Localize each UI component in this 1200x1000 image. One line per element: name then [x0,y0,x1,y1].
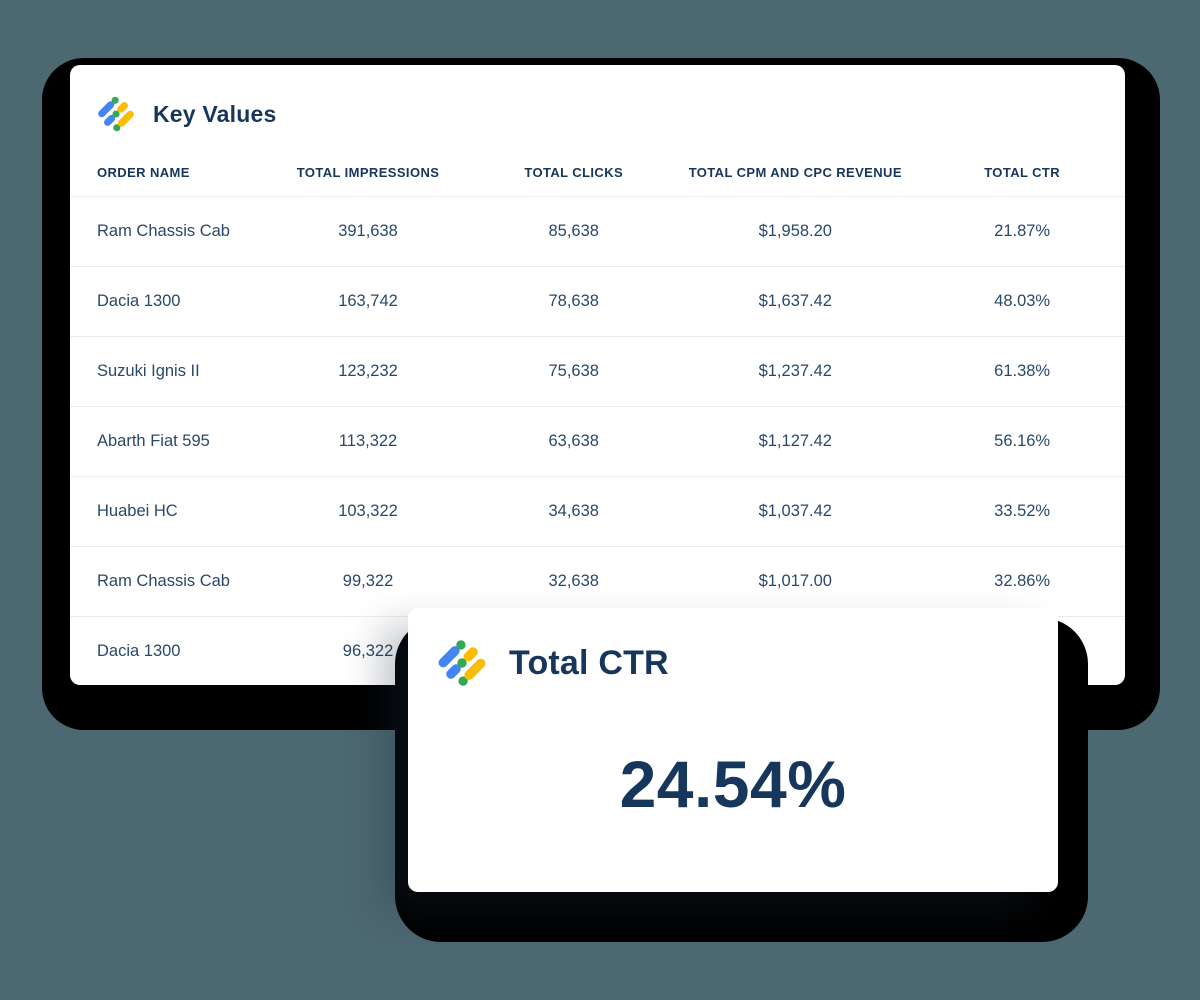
col-header-revenue: TOTAL CPM AND CPC REVENUE [671,150,920,197]
header-row: ORDER NAME TOTAL IMPRESSIONS TOTAL CLICK… [70,150,1125,197]
revenue-cell: $1,017.00 [671,546,920,617]
col-header-impressions: TOTAL IMPRESSIONS [259,150,477,197]
total-ctr-card: Total CTR 24.54% [408,608,1058,892]
ad-manager-logo-icon [98,96,134,132]
order-name-cell: Dacia 1300 [70,616,260,685]
col-header-ctr: TOTAL CTR [919,150,1125,197]
impressions-cell: 99,322 [259,546,477,617]
ctr-cell: 33.52% [919,476,1125,547]
ad-manager-logo-icon [438,640,486,686]
revenue-cell: $1,637.42 [671,266,920,337]
table-row[interactable]: Dacia 1300 163,742 78,638 $1,637.42 48.0… [70,266,1125,337]
order-name-cell: Abarth Fiat 595 [70,406,260,477]
ctr-cell: 56.16% [919,406,1125,477]
table-row[interactable]: Abarth Fiat 595 113,322 63,638 $1,127.42… [70,406,1125,477]
clicks-cell: 85,638 [476,196,672,267]
ctr-cell: 48.03% [919,266,1125,337]
col-header-clicks: TOTAL CLICKS [476,150,672,197]
clicks-cell: 75,638 [476,336,672,407]
revenue-cell: $1,958.20 [671,196,920,267]
impressions-cell: 113,322 [259,406,477,477]
clicks-cell: 34,638 [476,476,672,547]
impressions-cell: 123,232 [259,336,477,407]
clicks-cell: 32,638 [476,546,672,617]
impressions-cell: 103,322 [259,476,477,547]
table-row[interactable]: Huabei HC 103,322 34,638 $1,037.42 33.52… [70,476,1125,547]
table-row[interactable]: Suzuki Ignis II 123,232 75,638 $1,237.42… [70,336,1125,407]
order-name-cell: Ram Chassis Cab [70,546,260,617]
key-values-title: Key Values [153,100,277,127]
table-row[interactable]: Ram Chassis Cab 99,322 32,638 $1,017.00 … [70,546,1125,617]
ctr-cell: 32.86% [919,546,1125,617]
key-values-table: ORDER NAME TOTAL IMPRESSIONS TOTAL CLICK… [70,150,1125,685]
impressions-cell: 391,638 [259,196,477,267]
key-values-card: Key Values ORDER NAME TOTAL IMPRESSIONS … [70,65,1125,685]
total-ctr-card-header: Total CTR [408,608,1058,688]
order-name-cell: Huabei HC [70,476,260,547]
order-name-cell: Ram Chassis Cab [70,196,260,267]
col-header-order-name: ORDER NAME [70,150,260,197]
order-name-cell: Dacia 1300 [70,266,260,337]
total-ctr-value: 24.54% [619,747,847,821]
table-row[interactable]: Ram Chassis Cab 391,638 85,638 $1,958.20… [70,196,1125,267]
clicks-cell: 63,638 [476,406,672,477]
clicks-cell: 78,638 [476,266,672,337]
ctr-cell: 21.87% [919,196,1125,267]
order-name-cell: Suzuki Ignis II [70,336,260,407]
impressions-cell: 163,742 [259,266,477,337]
revenue-cell: $1,037.42 [671,476,920,547]
key-values-card-header: Key Values [70,65,1125,133]
total-ctr-title: Total CTR [509,643,669,682]
revenue-cell: $1,127.42 [671,406,920,477]
key-values-table-head: ORDER NAME TOTAL IMPRESSIONS TOTAL CLICK… [70,150,1125,197]
ctr-cell: 61.38% [919,336,1125,407]
revenue-cell: $1,237.42 [671,336,920,407]
